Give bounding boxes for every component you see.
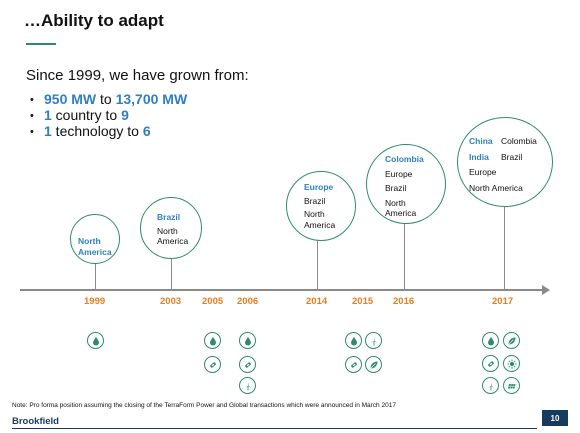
timeline-axis xyxy=(20,289,544,291)
bullet-dot: • xyxy=(30,126,34,138)
turbine-icon xyxy=(239,377,256,394)
leaf-icon xyxy=(365,356,382,373)
country-name: North America xyxy=(469,182,523,193)
bullet-dot: • xyxy=(30,110,34,122)
wind-icon xyxy=(345,356,362,373)
country-name: America xyxy=(304,219,336,230)
timeline-arrow-icon xyxy=(542,285,550,295)
stem-2014 xyxy=(317,241,318,289)
milestone-circle-1999 xyxy=(70,214,120,264)
country-name: China xyxy=(469,136,493,146)
capacity-to: 13,700 MW xyxy=(115,91,188,107)
hydro-icon xyxy=(239,332,256,349)
country-row: China Colombia xyxy=(469,136,537,147)
country-name: Brazil xyxy=(385,183,407,193)
intro-text: Since 1999, we have grown from: xyxy=(26,67,249,84)
country-name: North xyxy=(304,209,325,219)
milestone-circle-2014 xyxy=(286,171,356,241)
country-name: America xyxy=(385,208,417,218)
year-label-2005: 2005 xyxy=(202,296,224,307)
year-label-2015: 2015 xyxy=(352,296,374,307)
hydro-icon xyxy=(482,332,499,349)
sun-icon xyxy=(503,355,520,372)
milestone-2003-countries: Brazil North America xyxy=(157,212,188,247)
hydro-icon xyxy=(345,332,362,349)
milestone-circle-2017 xyxy=(457,117,553,207)
page-title: …Ability to adapt xyxy=(24,11,164,30)
bullet-capacity: • 950 MW to 13,700 MW xyxy=(30,91,187,107)
bullet-technology: • 1 technology to 6 xyxy=(30,123,151,139)
stem-1999 xyxy=(95,264,96,289)
country-name: Europe xyxy=(304,182,334,192)
country-name: Europe xyxy=(469,167,497,177)
country-name: North xyxy=(157,225,178,236)
milestone-2014-countries: Europe Brazil North America xyxy=(304,182,335,230)
country-name: North xyxy=(78,236,101,246)
stem-2003 xyxy=(171,259,172,289)
milestone-circle-2003 xyxy=(140,197,202,259)
countries-mid: country to xyxy=(51,107,122,123)
year-label-1999: 1999 xyxy=(84,296,106,307)
title-underline xyxy=(26,43,56,45)
year-label-2003: 2003 xyxy=(160,296,182,307)
year-label-2016: 2016 xyxy=(393,296,415,307)
country-name: America xyxy=(157,236,189,246)
countries-from: 1 xyxy=(44,107,52,123)
country-name: Brazil xyxy=(157,212,181,222)
bullet-dot: • xyxy=(30,94,34,106)
country-name: America xyxy=(78,246,112,257)
turbine-icon xyxy=(365,332,382,349)
milestone-2016-countries: Colombia Europe Brazil North America xyxy=(385,154,424,219)
country-name: India xyxy=(469,151,489,162)
milestone-1999-countries: North America xyxy=(78,236,112,257)
country-name: Europe xyxy=(385,168,413,179)
page-number: 10 xyxy=(542,410,568,426)
country-row: India Brazil xyxy=(469,152,537,163)
technology-mid: technology to xyxy=(51,123,143,139)
countries-to: 9 xyxy=(121,107,129,123)
brand-logo: Brookfield xyxy=(12,416,59,427)
country-name: Brazil xyxy=(304,195,326,206)
solar-panel-icon xyxy=(503,377,520,394)
wind-icon xyxy=(239,356,256,373)
bullet-countries: • 1 country to 9 xyxy=(30,107,129,123)
wind-icon xyxy=(204,356,221,373)
year-label-2017: 2017 xyxy=(492,296,514,307)
milestone-2017-countries: China Colombia India Brazil Europe North A… xyxy=(469,136,537,193)
footnote: Note: Pro forma position assuming the cl… xyxy=(12,402,396,409)
turbine-icon xyxy=(482,377,499,394)
hydro-icon xyxy=(87,332,104,349)
year-label-2014: 2014 xyxy=(306,296,328,307)
country-name: North xyxy=(385,197,406,208)
hydro-icon xyxy=(204,332,221,349)
stem-2016 xyxy=(404,224,405,289)
country-name: Brazil xyxy=(501,151,523,162)
capacity-mid: to xyxy=(96,91,116,107)
country-name: Colombia xyxy=(501,136,537,146)
footer-divider xyxy=(12,428,537,429)
technology-from: 1 xyxy=(44,123,52,139)
year-label-2006: 2006 xyxy=(237,296,259,307)
milestone-circle-2016 xyxy=(366,144,446,224)
capacity-from: 950 MW xyxy=(44,91,97,107)
technology-to: 6 xyxy=(142,123,151,139)
wind-icon xyxy=(482,355,499,372)
leaf-icon xyxy=(503,332,520,349)
stem-2017 xyxy=(504,207,505,289)
country-name: Colombia xyxy=(385,154,424,164)
